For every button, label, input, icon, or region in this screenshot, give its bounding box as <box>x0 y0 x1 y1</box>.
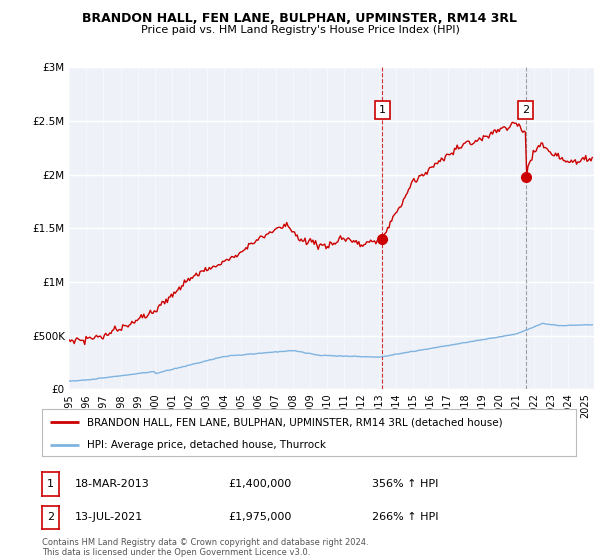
Text: BRANDON HALL, FEN LANE, BULPHAN, UPMINSTER, RM14 3RL: BRANDON HALL, FEN LANE, BULPHAN, UPMINST… <box>83 12 517 25</box>
Text: 13-JUL-2021: 13-JUL-2021 <box>75 512 143 522</box>
Text: 1: 1 <box>379 105 386 115</box>
Text: 18-MAR-2013: 18-MAR-2013 <box>75 479 150 489</box>
Text: Contains HM Land Registry data © Crown copyright and database right 2024.
This d: Contains HM Land Registry data © Crown c… <box>42 538 368 557</box>
Text: 2: 2 <box>522 105 529 115</box>
Text: 266% ↑ HPI: 266% ↑ HPI <box>372 512 439 522</box>
Text: 356% ↑ HPI: 356% ↑ HPI <box>372 479 439 489</box>
Text: £1,400,000: £1,400,000 <box>228 479 291 489</box>
Text: 1: 1 <box>47 479 54 489</box>
Text: HPI: Average price, detached house, Thurrock: HPI: Average price, detached house, Thur… <box>88 440 326 450</box>
Text: Price paid vs. HM Land Registry's House Price Index (HPI): Price paid vs. HM Land Registry's House … <box>140 25 460 35</box>
Text: BRANDON HALL, FEN LANE, BULPHAN, UPMINSTER, RM14 3RL (detached house): BRANDON HALL, FEN LANE, BULPHAN, UPMINST… <box>88 417 503 427</box>
Text: 2: 2 <box>47 512 54 522</box>
Text: £1,975,000: £1,975,000 <box>228 512 292 522</box>
